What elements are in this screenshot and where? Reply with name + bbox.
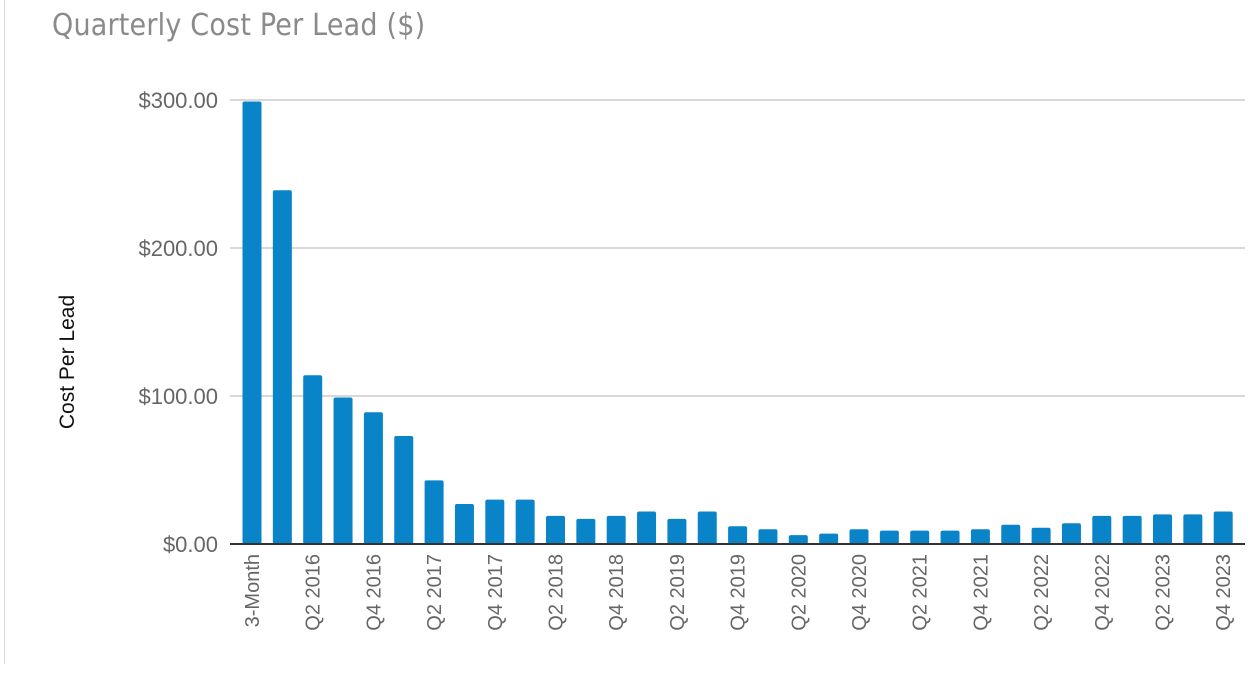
bar — [485, 499, 505, 544]
x-tick-label: Q2 2018 — [546, 554, 568, 631]
y-tick-label: $300.00 — [138, 88, 218, 113]
bar — [819, 533, 839, 544]
x-tick-label: Q2 2021 — [910, 554, 932, 631]
x-tick-label: Q2 2017 — [424, 554, 446, 631]
chart-title: Quarterly Cost Per Lead ($) — [52, 8, 426, 43]
y-axis-ticks: $0.00 $100.00 $200.00 $300.00 — [138, 88, 218, 557]
bar — [303, 375, 323, 544]
left-border — [4, 0, 5, 664]
x-tick-label: Q4 2020 — [849, 554, 871, 631]
x-tick-label: Q2 2020 — [788, 554, 810, 631]
bar — [515, 499, 535, 544]
x-tick-label: Q2 2023 — [1153, 554, 1175, 631]
bar — [272, 190, 292, 544]
bar — [940, 530, 960, 544]
bar — [910, 530, 930, 544]
bars — [242, 101, 1233, 544]
bar — [242, 101, 262, 544]
bar — [849, 529, 869, 544]
x-tick-label: Q4 2016 — [363, 554, 385, 631]
bar — [1031, 527, 1051, 544]
bar — [970, 529, 990, 544]
x-tick-label: Q2 2019 — [667, 554, 689, 631]
bar — [1183, 514, 1203, 544]
bar — [728, 526, 748, 544]
bar — [424, 480, 444, 544]
bar — [1001, 524, 1021, 544]
x-tick-label: Q4 2019 — [728, 554, 750, 631]
y-tick-label: $100.00 — [138, 384, 218, 409]
x-tick-label: Q4 2021 — [970, 554, 992, 631]
x-axis-labels: 3-Month Q2 2016 Q4 2016 Q2 2017 Q4 2017 Q2 20… — [242, 554, 1235, 631]
bar — [394, 435, 414, 544]
x-tick-label: Q4 2018 — [606, 554, 628, 631]
bar — [1061, 523, 1081, 544]
bar — [546, 515, 565, 544]
bar — [1213, 511, 1233, 544]
bar — [576, 518, 596, 544]
x-tick-label: Q2 2016 — [303, 554, 325, 631]
bar — [1092, 515, 1112, 544]
bar — [637, 511, 657, 544]
bar — [454, 504, 474, 544]
x-tick-label: 3-Month — [242, 554, 264, 627]
bar — [1153, 514, 1172, 544]
bar — [363, 412, 383, 544]
bar — [333, 397, 353, 544]
x-tick-label: Q4 2022 — [1092, 554, 1114, 631]
bar — [606, 515, 626, 544]
y-tick-label: $0.00 — [163, 532, 218, 557]
bar — [879, 530, 899, 544]
bar — [788, 535, 808, 544]
x-tick-label: Q4 2017 — [485, 554, 507, 631]
x-tick-label: Q2 2022 — [1031, 554, 1053, 631]
bar — [758, 529, 778, 544]
x-tick-label: Q4 2023 — [1213, 554, 1235, 631]
y-tick-label: $200.00 — [138, 236, 218, 261]
bar — [697, 511, 717, 544]
bar — [1122, 515, 1142, 544]
bar — [667, 518, 687, 544]
